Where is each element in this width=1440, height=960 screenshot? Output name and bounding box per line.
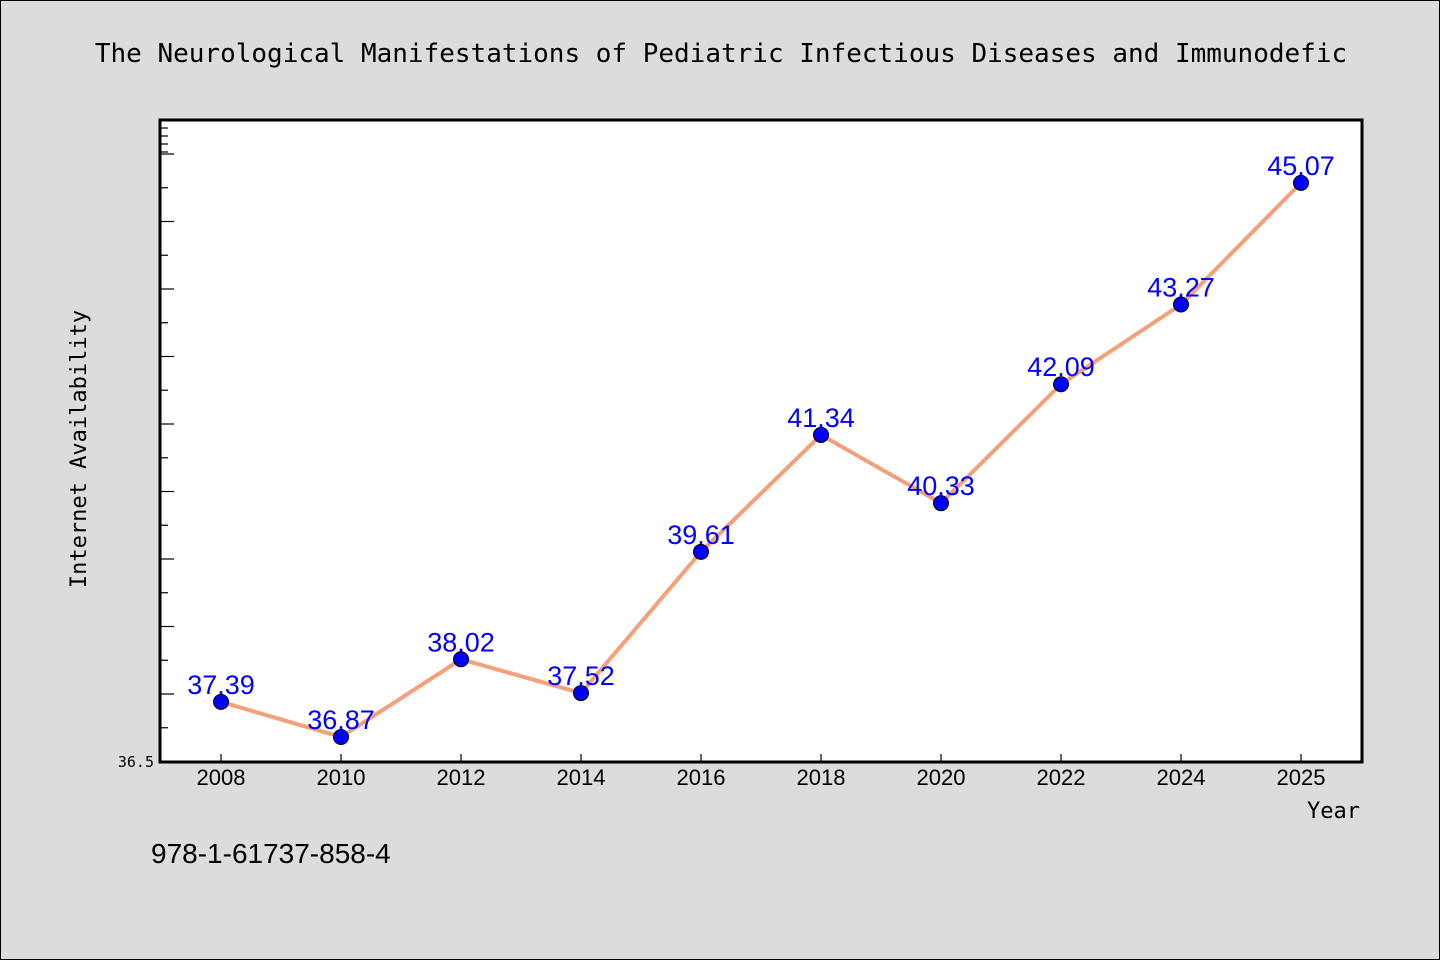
x-tick-label: 2022 [1037,765,1086,790]
y-axis-tick-labels: 36.5 [118,753,154,771]
x-axis-ticks [220,754,1302,762]
x-tick-label: 2014 [557,765,606,790]
x-tick-label: 2025 [1277,765,1326,790]
data-label: 37.52 [547,661,615,691]
data-point [693,543,709,560]
data-label: 36.87 [307,705,375,735]
series-line [219,180,1303,739]
data-label: 37.39 [187,670,255,700]
data-label: 38.02 [427,627,495,657]
plot-area [158,118,1364,764]
data-point [813,426,829,443]
x-axis-label: Year [1307,799,1360,824]
isbn-text: 978-1-61737-858-4 [151,838,391,869]
x-axis-tick-labels: 2008 2010 2012 2014 2016 2018 2020 2022 2024 2025 [197,765,1326,790]
value-labels: 37.39 36.87 38.02 37.52 39.61 41.34 40.33 42.09… [187,151,1335,735]
x-tick-label: 2020 [917,765,966,790]
x-tick-label: 2016 [677,765,726,790]
x-tick-label: 2024 [1157,765,1206,790]
x-tick-label: 2018 [797,765,846,790]
y-axis-label: Internet Availability [67,310,92,588]
data-point [333,728,349,745]
chart-title: The Neurological Manifestations of Pedia… [95,39,1347,69]
data-point [1173,296,1189,313]
series-markers [213,174,1309,745]
y-tick-label: 36.5 [118,753,154,771]
data-point [453,651,469,668]
x-tick-label: 2010 [317,765,366,790]
data-point [1293,174,1309,191]
data-label: 40.33 [907,471,975,501]
data-point [213,693,229,710]
x-tick-label: 2008 [197,765,246,790]
data-point [573,685,589,702]
data-label: 43.27 [1147,272,1215,302]
data-label: 39.61 [667,520,735,550]
series-line-group [219,180,1303,739]
data-point [933,495,949,512]
data-label: 42.09 [1027,352,1095,382]
data-label: 45.07 [1267,151,1335,181]
data-label: 41.34 [787,403,855,433]
x-tick-label: 2012 [437,765,486,790]
data-point [1053,376,1069,393]
y-axis-minor-ticks [160,127,174,763]
